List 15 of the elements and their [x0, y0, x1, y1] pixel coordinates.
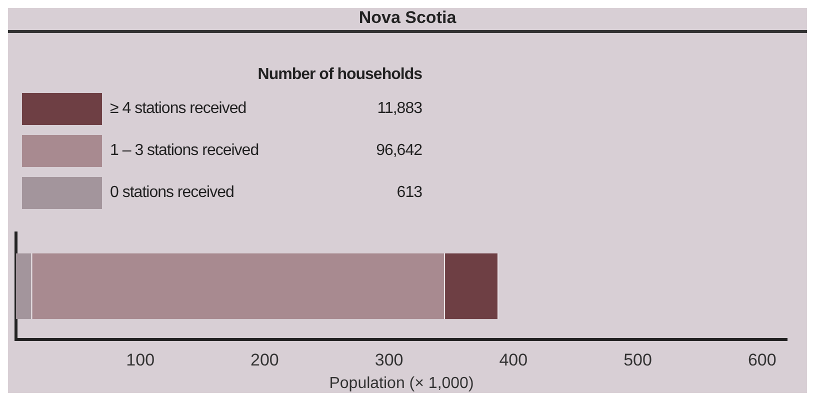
x-tick-label: 500 [624, 350, 652, 370]
x-tick-label: 200 [250, 350, 279, 370]
text: 613 [396, 184, 422, 202]
chart-title: Nova Scotia [8, 8, 807, 33]
x-axis-title: Population (× 1,000) [329, 374, 474, 392]
x-tick-label: 300 [374, 350, 404, 370]
text: 11,883 [377, 100, 422, 118]
legend-title: Number of households [256, 66, 422, 84]
text: 96,642 [376, 142, 422, 160]
legend-label: 0 stations received [110, 184, 235, 202]
legend-label: ≥ 4 stations received [110, 100, 248, 118]
x-tick-label: 600 [748, 350, 776, 370]
x-tick-label: 400 [499, 350, 528, 370]
x-tick-label: 100 [126, 350, 155, 370]
legend-label: 1 – 3 stations received [110, 142, 260, 160]
